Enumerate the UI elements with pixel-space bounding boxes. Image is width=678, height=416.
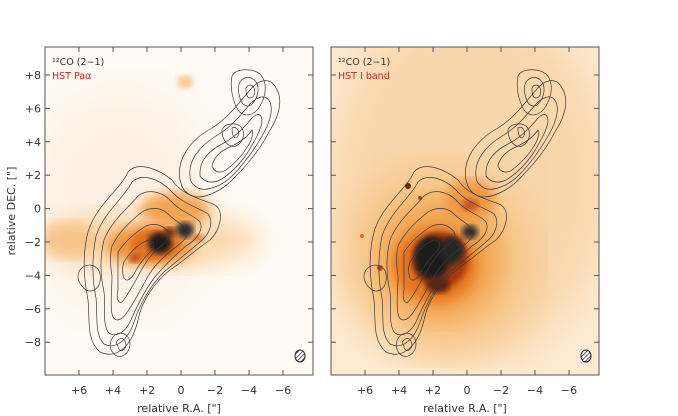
right-beam-icon xyxy=(580,349,592,363)
right-image xyxy=(331,47,599,375)
x-tick-label: −6 xyxy=(561,384,577,397)
x-tick-label: 0 xyxy=(464,384,471,397)
left-beam-icon xyxy=(294,349,306,363)
x-tick-label: −2 xyxy=(207,384,223,397)
x-tick-label: +4 xyxy=(105,384,121,397)
y-tick-label: +2 xyxy=(25,169,41,182)
y-tick-label: 0 xyxy=(34,203,41,216)
y-tick-label: +6 xyxy=(25,102,41,115)
left-tracer-label: HST Paα xyxy=(52,71,91,82)
x-axis-right: +6 +4 +2 0 −2 −4 −6 xyxy=(357,47,577,397)
right-tracer-label: HST I band xyxy=(338,71,390,82)
x-tick-label: +6 xyxy=(71,384,87,397)
x-tick-label: +2 xyxy=(425,384,441,397)
x-tick-label: −4 xyxy=(527,384,543,397)
x-axis-label-right: relative R.A. ["] xyxy=(423,402,507,415)
y-tick-label: −4 xyxy=(25,269,41,282)
y-tick-label: −2 xyxy=(25,236,41,249)
x-tick-label: +4 xyxy=(391,384,407,397)
y-axis-label: relative DEC. ["] xyxy=(5,167,18,256)
y-tick-label: +8 xyxy=(25,69,41,82)
x-tick-label: −4 xyxy=(241,384,257,397)
right-panel: ¹²CO (2−1) HST I band xyxy=(330,46,600,376)
left-line-label: ¹²CO (2−1) xyxy=(52,57,104,68)
right-line-label: ¹²CO (2−1) xyxy=(338,57,390,68)
left-image xyxy=(45,47,313,375)
y-tick-label: +4 xyxy=(25,136,41,149)
left-panel: ¹²CO (2−1) HST Paα xyxy=(44,46,314,376)
x-axis-left: +6 +4 +2 0 −2 −4 −6 xyxy=(71,47,291,397)
x-tick-label: +2 xyxy=(139,384,155,397)
x-axis-label-left: relative R.A. ["] xyxy=(137,402,221,415)
x-tick-label: −2 xyxy=(493,384,509,397)
y-tick-label: −8 xyxy=(25,336,41,349)
x-tick-label: 0 xyxy=(178,384,185,397)
y-tick-label: −6 xyxy=(25,303,41,316)
y-axis: +8 +6 +4 +2 0 −2 −4 −6 −8 xyxy=(25,69,599,349)
x-tick-label: +6 xyxy=(357,384,373,397)
x-tick-label: −6 xyxy=(275,384,291,397)
